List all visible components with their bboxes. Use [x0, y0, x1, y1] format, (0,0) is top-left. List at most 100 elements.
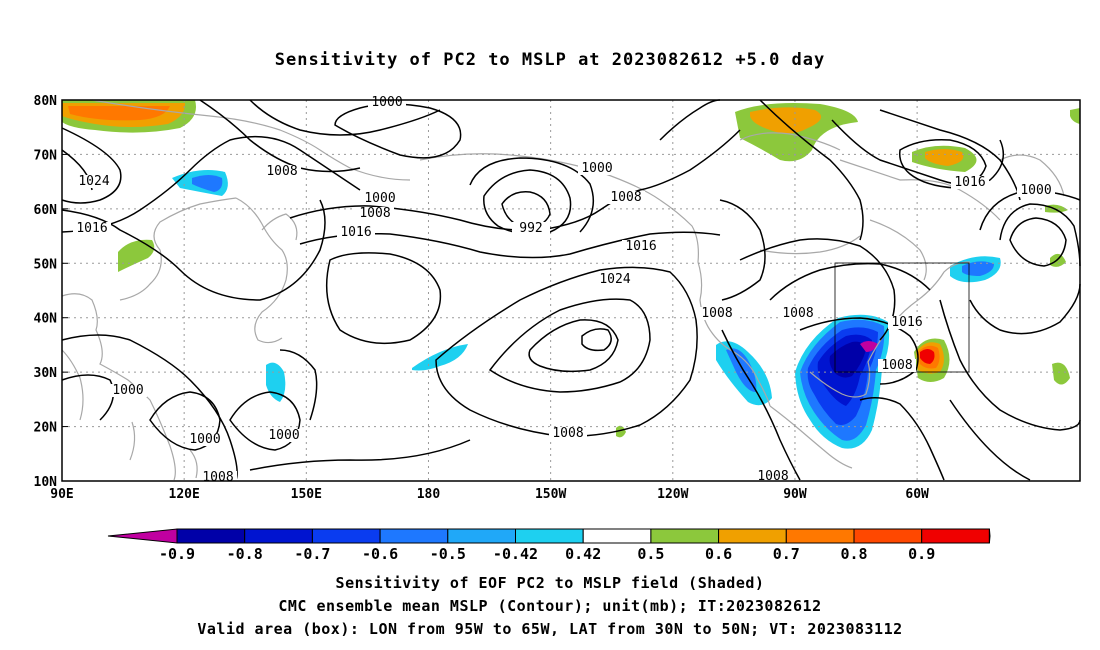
contour-label-bg: [75, 175, 113, 188]
lon-label: 150W: [535, 487, 566, 502]
shade-negative-gulf-min: [860, 341, 878, 352]
contour-label-bg: [596, 273, 634, 286]
contour-label: 1008: [552, 426, 583, 441]
lat-label: 10N: [34, 475, 58, 490]
contour-label-bg: [361, 192, 399, 205]
contour-label-bg: [607, 191, 645, 204]
footer-line-3: Valid area (box): LON from 95W to 65W, L…: [197, 620, 903, 638]
shade-positive-greenland-core: [925, 149, 964, 166]
contour-label-bg: [888, 316, 926, 329]
contour-label-bg: [578, 162, 616, 175]
contour-label: 1000: [581, 161, 612, 176]
colorbar-swatch: [921, 528, 990, 544]
colorbar-labels: -0.9 -0.8 -0.7 -0.6 -0.5 -0.42 0.42 0.5 0.6 0.7 0.…: [159, 545, 935, 563]
contour-label: 992: [519, 221, 542, 236]
colorbar-swatch: [244, 528, 313, 544]
lon-label: 120W: [657, 487, 688, 502]
mslp-contours: [61, 99, 1081, 481]
colorbar-swatch: [785, 528, 855, 544]
contour-label-bg: [337, 226, 375, 239]
contour-label-bg: [109, 384, 147, 397]
contour-label: 1008: [359, 206, 390, 221]
lat-label: 30N: [34, 366, 58, 381]
lon-label: 150E: [291, 487, 322, 502]
lon-label: 90E: [50, 487, 73, 502]
contour-label-bg: [1017, 184, 1055, 197]
shade-positive-carolinas-3: [920, 349, 935, 364]
shade-negative-gulf-4: [829, 341, 866, 378]
colorbar-tick-label: 0.9: [908, 545, 935, 563]
contour-label: 1016: [625, 239, 656, 254]
contour-label-bg: [951, 176, 989, 189]
colorbar-swatch: [853, 528, 923, 544]
lat-label: 80N: [34, 94, 58, 109]
shade-positive-atlantic-4: [1070, 108, 1080, 124]
colorbar-swatch: [176, 528, 246, 544]
colorbar: [107, 528, 991, 544]
contour-label: 1000: [189, 432, 220, 447]
colorbar-tick-label: 0.8: [840, 545, 867, 563]
colorbar-tick-label: -0.5: [430, 545, 466, 563]
contour-label-bg: [265, 429, 303, 442]
colorbar-swatch: [515, 528, 584, 544]
contour-label: 1008: [610, 190, 641, 205]
longitude-labels: 90E 120E 150E 180 150W 120W 90W 60W: [50, 487, 929, 502]
lat-label: 20N: [34, 421, 58, 436]
colorbar-right-arrow: [988, 528, 991, 544]
latitude-labels: 80N 70N 60N 50N 40N 30N 20N 10N: [34, 94, 58, 490]
lat-label: 60N: [34, 203, 58, 218]
colorbar-tick-label: -0.8: [227, 545, 263, 563]
contour-label-bg: [73, 222, 111, 235]
graticule: [62, 99, 1080, 482]
contour-label: 1008: [701, 306, 732, 321]
lon-label: 60W: [905, 487, 929, 502]
colorbar-tick-label: 0.6: [705, 545, 732, 563]
colorbar-left-arrow: [107, 528, 178, 544]
shade-negative-okhotsk-core: [192, 175, 223, 192]
contour-label: 1008: [782, 306, 813, 321]
colorbar-tick-label: 0.7: [773, 545, 800, 563]
footer-line-1: Sensitivity of EOF PC2 to MSLP field (Sh…: [335, 574, 765, 592]
contour-label-bg: [622, 240, 660, 253]
contour-label-bg: [878, 359, 916, 372]
contour-label: 1008: [266, 164, 297, 179]
shade-positive-caribbean: [616, 425, 626, 438]
contour-label-bg: [754, 470, 792, 483]
contour-label: 1016: [76, 221, 107, 236]
contour-label-bg: [549, 427, 587, 440]
contour-label: 1008: [881, 358, 912, 373]
contour-label-bg: [698, 307, 736, 320]
colorbar-tick-label: 0.5: [637, 545, 664, 563]
colorbar-swatch: [379, 528, 449, 544]
shade-positive-atlantic-2: [1050, 253, 1066, 267]
shade-positive-atlantic-3: [1052, 362, 1070, 385]
contour-label: 1000: [268, 428, 299, 443]
shade-negative-bajacalifornia-core: [726, 348, 757, 392]
lat-label: 40N: [34, 312, 58, 327]
colorbar-swatch: [582, 528, 652, 544]
shade-positive-china: [118, 239, 155, 272]
colorbar-tick-label: 0.42: [565, 545, 601, 563]
chart-title: Sensitivity of PC2 to MSLP at 2023082612…: [274, 50, 826, 70]
contour-label: 1016: [340, 225, 371, 240]
colorbar-tick-label: -0.6: [362, 545, 398, 563]
contour-label: 1000: [112, 383, 143, 398]
lon-label: 90W: [783, 487, 807, 502]
lat-label: 50N: [34, 257, 58, 272]
contour-label-bg: [512, 222, 550, 235]
colorbar-tick-label: -0.42: [493, 545, 538, 563]
lon-label: 180: [417, 487, 441, 502]
contour-label-bg: [779, 307, 817, 320]
colorbar-swatch: [311, 528, 381, 544]
shade-positive-arctic-core: [750, 107, 822, 134]
contour-label: 1000: [371, 95, 402, 110]
contour-label: 1000: [364, 191, 395, 206]
shade-negative-newengland-core: [962, 261, 994, 276]
contour-label: 1024: [599, 272, 630, 287]
map-frame: [61, 99, 1081, 482]
lon-label: 120E: [169, 487, 200, 502]
colorbar-swatch: [447, 528, 516, 544]
contour-label: 1016: [891, 315, 922, 330]
colorbar-swatch: [650, 528, 720, 544]
